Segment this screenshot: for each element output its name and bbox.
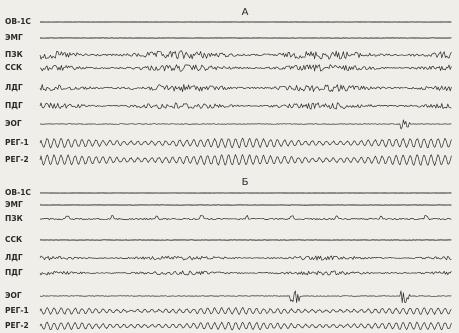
channel-label: ПЗК: [5, 50, 24, 59]
channel-label: ЭОГ: [5, 291, 22, 300]
channel-label: ССК: [5, 235, 23, 244]
panel-title: Б: [242, 177, 249, 188]
channel-label: ССК: [5, 63, 23, 72]
paper: [0, 0, 459, 333]
channel-label: ПДГ: [5, 268, 23, 277]
channel-label: РЕГ-2: [5, 155, 29, 164]
recording-figure: А Б ОВ-1С ЭМГ ПЗК ССК ЛДГ ПДГ ЭОГ РЕГ-1 РЕГ-2 ОВ-…: [0, 0, 459, 333]
channel-label: РЕГ-1: [5, 306, 29, 315]
channel-label: РЕГ-2: [5, 321, 29, 330]
channel-label: РЕГ-1: [5, 138, 29, 147]
channel-label: ЭОГ: [5, 119, 22, 128]
channel-label: ЭМГ: [5, 33, 23, 42]
panel-title: А: [242, 7, 249, 18]
channel-label: ЭМГ: [5, 200, 23, 209]
page: {"panels": [ {"title": "А", "channels": …: [0, 0, 459, 333]
channel-label: ПЗК: [5, 214, 24, 223]
channel-label: ПДГ: [5, 101, 23, 110]
channel-label: ЛДГ: [5, 83, 23, 92]
channel-label: ЛДГ: [5, 253, 23, 262]
channel-label: ОВ-1С: [5, 17, 31, 26]
channel-label: ОВ-1С: [5, 188, 31, 197]
